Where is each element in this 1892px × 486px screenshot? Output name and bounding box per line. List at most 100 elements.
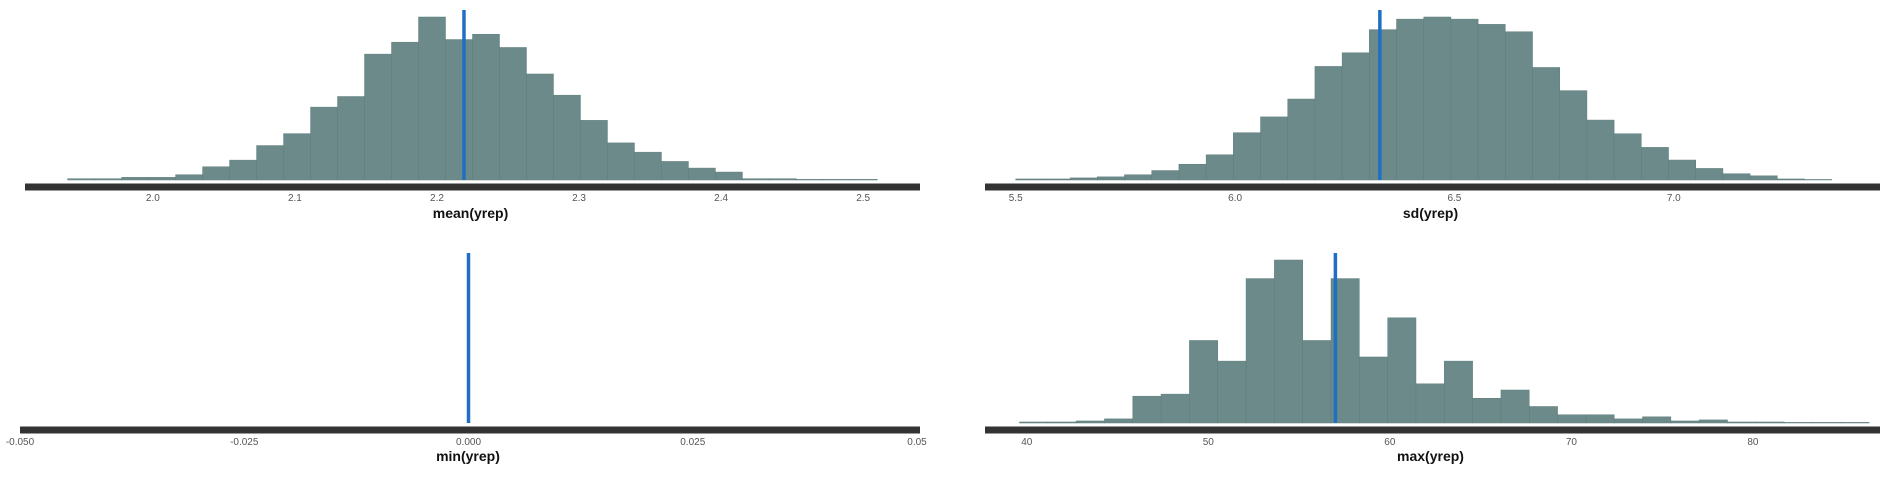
- histogram-bar: [283, 133, 311, 181]
- panel-4: 40 50 60 70 80 max(yrep): [985, 253, 1880, 464]
- histogram-bar: [1015, 178, 1044, 181]
- histogram-bar: [1287, 98, 1316, 181]
- histogram-bar: [1500, 389, 1530, 424]
- x-tick-label: 2.5: [856, 193, 870, 204]
- histogram-bar: [1132, 395, 1162, 424]
- histogram-bar: [1695, 168, 1724, 181]
- histogram-bar: [1396, 18, 1424, 181]
- x-tick-label: 60: [1384, 437, 1396, 448]
- histogram-bar: [1217, 360, 1247, 424]
- histogram-bar: [1245, 278, 1275, 424]
- x-axis-line: [20, 426, 920, 434]
- histogram-bar: [1472, 397, 1502, 424]
- histogram-bar: [1450, 18, 1479, 181]
- x-tick-label: 2.0: [146, 193, 160, 204]
- histogram-bar: [1585, 414, 1615, 424]
- histogram-bar: [472, 33, 500, 181]
- histogram-bar: [580, 120, 608, 181]
- x-axis-line: [25, 183, 920, 191]
- histogram-bar: [1477, 24, 1506, 181]
- histogram-bar: [1783, 422, 1813, 424]
- histogram-bar: [1559, 90, 1588, 181]
- histogram-bar: [1670, 420, 1700, 424]
- histogram-bar: [1505, 31, 1533, 181]
- histogram-bar: [715, 171, 743, 181]
- x-axis-line: [985, 183, 1880, 191]
- x-tick-label: 6.0: [1228, 193, 1242, 204]
- x-tick-label: 2.4: [714, 193, 728, 204]
- histogram-bar: [310, 106, 338, 181]
- histogram-bar: [1260, 116, 1288, 181]
- histogram-bar: [553, 94, 581, 181]
- histogram-bar: [1104, 418, 1134, 424]
- histogram-bar: [337, 96, 365, 181]
- x-tick-label: 2.1: [288, 193, 302, 204]
- x-axis-title: min(yrep): [436, 448, 500, 464]
- x-tick-label: 50: [1203, 437, 1215, 448]
- histogram-bar: [1698, 419, 1728, 424]
- histogram-bar: [1641, 147, 1669, 181]
- histogram-bar: [1341, 52, 1370, 181]
- histogram-bar: [1069, 177, 1098, 181]
- histogram-bar: [1722, 173, 1751, 181]
- histogram-bar: [229, 159, 257, 181]
- histogram-bar: [67, 178, 95, 181]
- histogram-bar: [688, 167, 716, 181]
- histogram-bar: [1804, 179, 1832, 181]
- histogram-bar: [202, 166, 230, 181]
- histogram-bar: [445, 39, 473, 181]
- histogram-bar: [1097, 176, 1125, 181]
- histogram-bar: [1613, 133, 1642, 181]
- histogram-bar: [1444, 360, 1473, 424]
- x-axis-title: max(yrep): [1397, 448, 1464, 464]
- histogram-bar: [1160, 393, 1190, 424]
- x-tick-label: 2.3: [572, 193, 586, 204]
- histogram-bar: [1178, 163, 1207, 181]
- histogram-bar: [1415, 383, 1445, 424]
- histogram-bar: [1749, 175, 1778, 181]
- x-tick-label: 80: [1747, 437, 1759, 448]
- histogram-bar: [1812, 422, 1842, 424]
- histogram-bar: [1668, 159, 1696, 181]
- histogram-bar: [1840, 422, 1870, 424]
- histogram-bar: [661, 161, 689, 181]
- histogram-bar: [607, 142, 635, 181]
- histogram-bar: [1302, 340, 1332, 424]
- histogram-bar: [526, 73, 554, 181]
- histogram-bar: [1042, 178, 1071, 181]
- histogram-bar: [1189, 340, 1218, 424]
- x-tick-label: 7.0: [1667, 193, 1681, 204]
- histogram-bar: [634, 151, 662, 181]
- histogram-bar: [391, 41, 419, 181]
- histogram-bar: [1274, 259, 1303, 424]
- histogram-bar: [256, 145, 284, 181]
- x-tick-label: 0.000: [456, 437, 481, 448]
- histogram-bar: [1233, 132, 1261, 181]
- panel-3: -0.050 -0.025 0.000 0.025 0.05 min(yrep): [6, 253, 927, 464]
- histogram-bar: [1151, 170, 1180, 181]
- histogram-bar: [823, 179, 851, 181]
- histogram-bar: [1369, 29, 1397, 181]
- x-tick-label: -0.025: [230, 437, 259, 448]
- x-axis-title: mean(yrep): [433, 205, 508, 221]
- histogram-bar: [1586, 119, 1615, 181]
- panel-1: 2.0 2.1 2.2 2.3 2.4 2.5 mean(yrep): [25, 10, 920, 221]
- histogram-bar: [1019, 421, 1049, 424]
- x-axis-title: sd(yrep): [1403, 205, 1458, 221]
- histogram-bar: [1755, 421, 1785, 424]
- x-tick-label: 2.2: [430, 193, 444, 204]
- histogram-bar: [1124, 174, 1152, 181]
- histogram-bar: [1047, 421, 1077, 424]
- x-tick-label: 5.5: [1009, 193, 1023, 204]
- histogram-bar: [175, 174, 203, 181]
- x-axis-line: [985, 426, 1880, 434]
- histogram-bar: [742, 178, 770, 181]
- histogram-bar: [418, 16, 446, 181]
- histogram-bar: [1642, 416, 1672, 424]
- histogram-bar: [121, 177, 149, 181]
- histogram-bar: [796, 179, 824, 181]
- histogram-bar: [1205, 154, 1234, 181]
- histogram-bar: [1557, 414, 1587, 424]
- histogram-bar: [1423, 16, 1452, 181]
